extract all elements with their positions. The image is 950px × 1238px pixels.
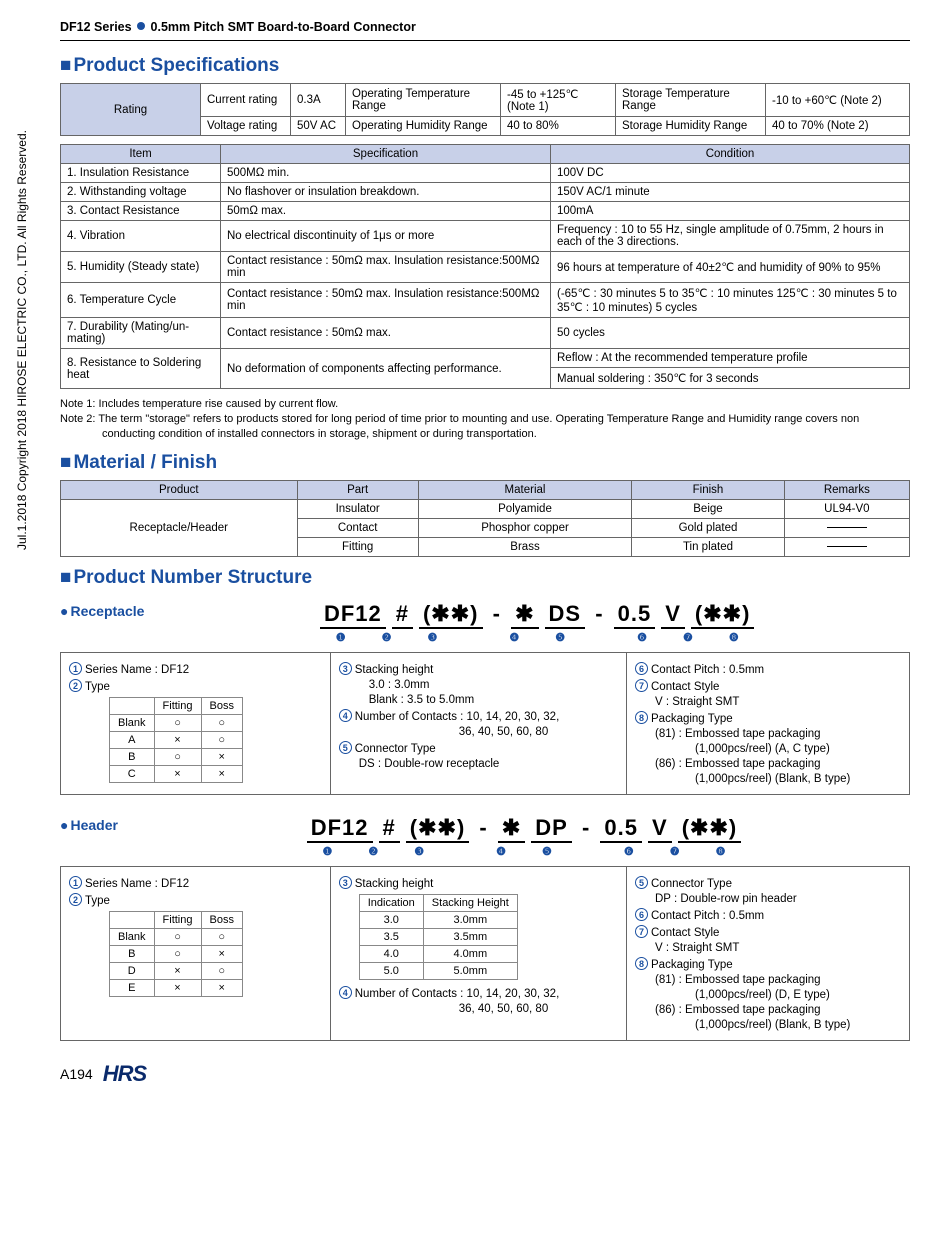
series-subtitle: 0.5mm Pitch SMT Board-to-Board Connector — [151, 20, 416, 34]
series-name: DF12 Series — [60, 20, 132, 34]
num-icon: 7 — [635, 925, 648, 938]
label: Stacking height — [355, 878, 434, 890]
cell: Manual soldering : 350℃ for 3 seconds — [551, 368, 910, 389]
header-nums: ❶❷❸❹❺❻❼❽ — [138, 845, 910, 858]
col-header: Specification — [221, 145, 551, 164]
cell: Operating Temperature Range — [346, 84, 501, 117]
header-stacking-table: IndicationStacking Height3.03.0mm3.53.5m… — [359, 894, 518, 980]
cell: Storage Temperature Range — [616, 84, 766, 117]
label: 36, 40, 50, 60, 80 — [339, 726, 618, 738]
cell: 0.3A — [291, 84, 346, 117]
label: (1,000pcs/reel) (Blank, B type) — [635, 1019, 901, 1031]
note-2: Note 2: The term "storage" refers to pro… — [60, 412, 910, 442]
label: (86) : Embossed tape packaging — [635, 1004, 901, 1016]
label: Series Name : DF12 — [85, 664, 189, 676]
label: V : Straight SMT — [635, 942, 901, 954]
label: Blank : 3.5 to 5.0mm — [339, 694, 618, 706]
label: Contact Pitch : 0.5mm — [651, 664, 764, 676]
label: Type — [85, 895, 110, 907]
cell: Current rating — [201, 84, 291, 117]
num-icon: 2 — [69, 893, 82, 906]
label: 36, 40, 50, 60, 80 — [339, 1003, 618, 1015]
bullet-icon — [137, 22, 145, 30]
cell: 8. Resistance to Soldering heat — [61, 349, 221, 389]
label: Number of Contacts : 10, 14, 20, 30, 32, — [355, 988, 560, 1000]
num-icon: 4 — [339, 986, 352, 999]
cell: Voltage rating — [201, 117, 291, 136]
copyright-side: Jul.1.2018 Copyright 2018 HIROSE ELECTRI… — [15, 130, 29, 550]
page-header: DF12 Series 0.5mm Pitch SMT Board-to-Boa… — [60, 20, 910, 41]
label: (1,000pcs/reel) (D, E type) — [635, 989, 901, 1001]
receptacle-grid: 1Series Name : DF12 2Type FittingBossBla… — [60, 652, 910, 795]
footer: A194 HRS — [60, 1061, 910, 1087]
label: (81) : Embossed tape packaging — [635, 728, 901, 740]
num-icon: 5 — [635, 876, 648, 889]
num-icon: 6 — [635, 908, 648, 921]
num-icon: 2 — [69, 679, 82, 692]
cell: No deformation of components affecting p… — [221, 349, 551, 389]
spec-table: Item Specification Condition 1. Insulati… — [60, 144, 910, 389]
label: (81) : Embossed tape packaging — [635, 974, 901, 986]
num-icon: 4 — [339, 709, 352, 722]
cell: -10 to +60℃ (Note 2) — [766, 84, 910, 117]
label: Packaging Type — [651, 959, 733, 971]
rating-label: Rating — [61, 84, 201, 136]
header-type-table: FittingBossBlank○○B○×D×○E×× — [109, 911, 243, 997]
logo: HRS — [103, 1061, 146, 1087]
header-grid: 1Series Name : DF12 2Type FittingBossBla… — [60, 866, 910, 1041]
notes: Note 1: Includes temperature rise caused… — [60, 397, 910, 442]
label: Connector Type — [651, 878, 732, 890]
cell: Operating Humidity Range — [346, 117, 501, 136]
label: Contact Style — [651, 681, 719, 693]
label: DP : Double-row pin header — [635, 893, 901, 905]
label: (1,000pcs/reel) (A, C type) — [635, 743, 901, 755]
label: Number of Contacts : 10, 14, 20, 30, 32, — [355, 711, 560, 723]
cell: -45 to +125℃ (Note 1) — [501, 84, 616, 117]
header-formula: DF12#(✱✱) - ✱DP - 0.5V(✱✱) — [138, 815, 910, 843]
header-title: Header — [60, 817, 118, 833]
num-icon: 3 — [339, 662, 352, 675]
receptacle-type-table: FittingBossBlank○○A×○B○×C×× — [109, 697, 243, 783]
num-icon: 8 — [635, 957, 648, 970]
col-header: Condition — [551, 145, 910, 164]
num-icon: 5 — [339, 741, 352, 754]
num-icon: 1 — [69, 662, 82, 675]
label: V : Straight SMT — [635, 696, 901, 708]
receptacle-formula: DF12#(✱✱) - ✱DS - 0.5V(✱✱) — [164, 601, 910, 629]
label: Contact Style — [651, 927, 719, 939]
cell: 40 to 70% (Note 2) — [766, 117, 910, 136]
label: 3.0 : 3.0mm — [339, 679, 618, 691]
label: DS : Double-row receptacle — [339, 758, 618, 770]
num-icon: 1 — [69, 876, 82, 889]
note-1: Note 1: Includes temperature rise caused… — [60, 397, 910, 412]
num-icon: 8 — [635, 711, 648, 724]
cell: 40 to 80% — [501, 117, 616, 136]
col-header: Item — [61, 145, 221, 164]
label: (1,000pcs/reel) (Blank, B type) — [635, 773, 901, 785]
receptacle-nums: ❶❷❸❹❺❻❼❽ — [164, 631, 910, 644]
cell: Storage Humidity Range — [616, 117, 766, 136]
num-icon: 7 — [635, 679, 648, 692]
section-spec-title: Product Specifications — [60, 55, 910, 77]
label: Packaging Type — [651, 713, 733, 725]
receptacle-title: Receptacle — [60, 603, 144, 619]
num-icon: 6 — [635, 662, 648, 675]
page-number: A194 — [60, 1066, 93, 1082]
cell: Reflow : At the recommended temperature … — [551, 349, 910, 368]
label: Contact Pitch : 0.5mm — [651, 910, 764, 922]
rating-table: Rating Current rating 0.3A Operating Tem… — [60, 83, 910, 136]
num-icon: 3 — [339, 876, 352, 889]
section-pn-title: Product Number Structure — [60, 567, 910, 589]
label: Series Name : DF12 — [85, 878, 189, 890]
label: Stacking height — [355, 664, 434, 676]
section-material-title: Material / Finish — [60, 452, 910, 474]
material-table: ProductPartMaterialFinishRemarks Recepta… — [60, 480, 910, 557]
label: Type — [85, 681, 110, 693]
label: Connector Type — [355, 743, 436, 755]
cell: 50V AC — [291, 117, 346, 136]
label: (86) : Embossed tape packaging — [635, 758, 901, 770]
